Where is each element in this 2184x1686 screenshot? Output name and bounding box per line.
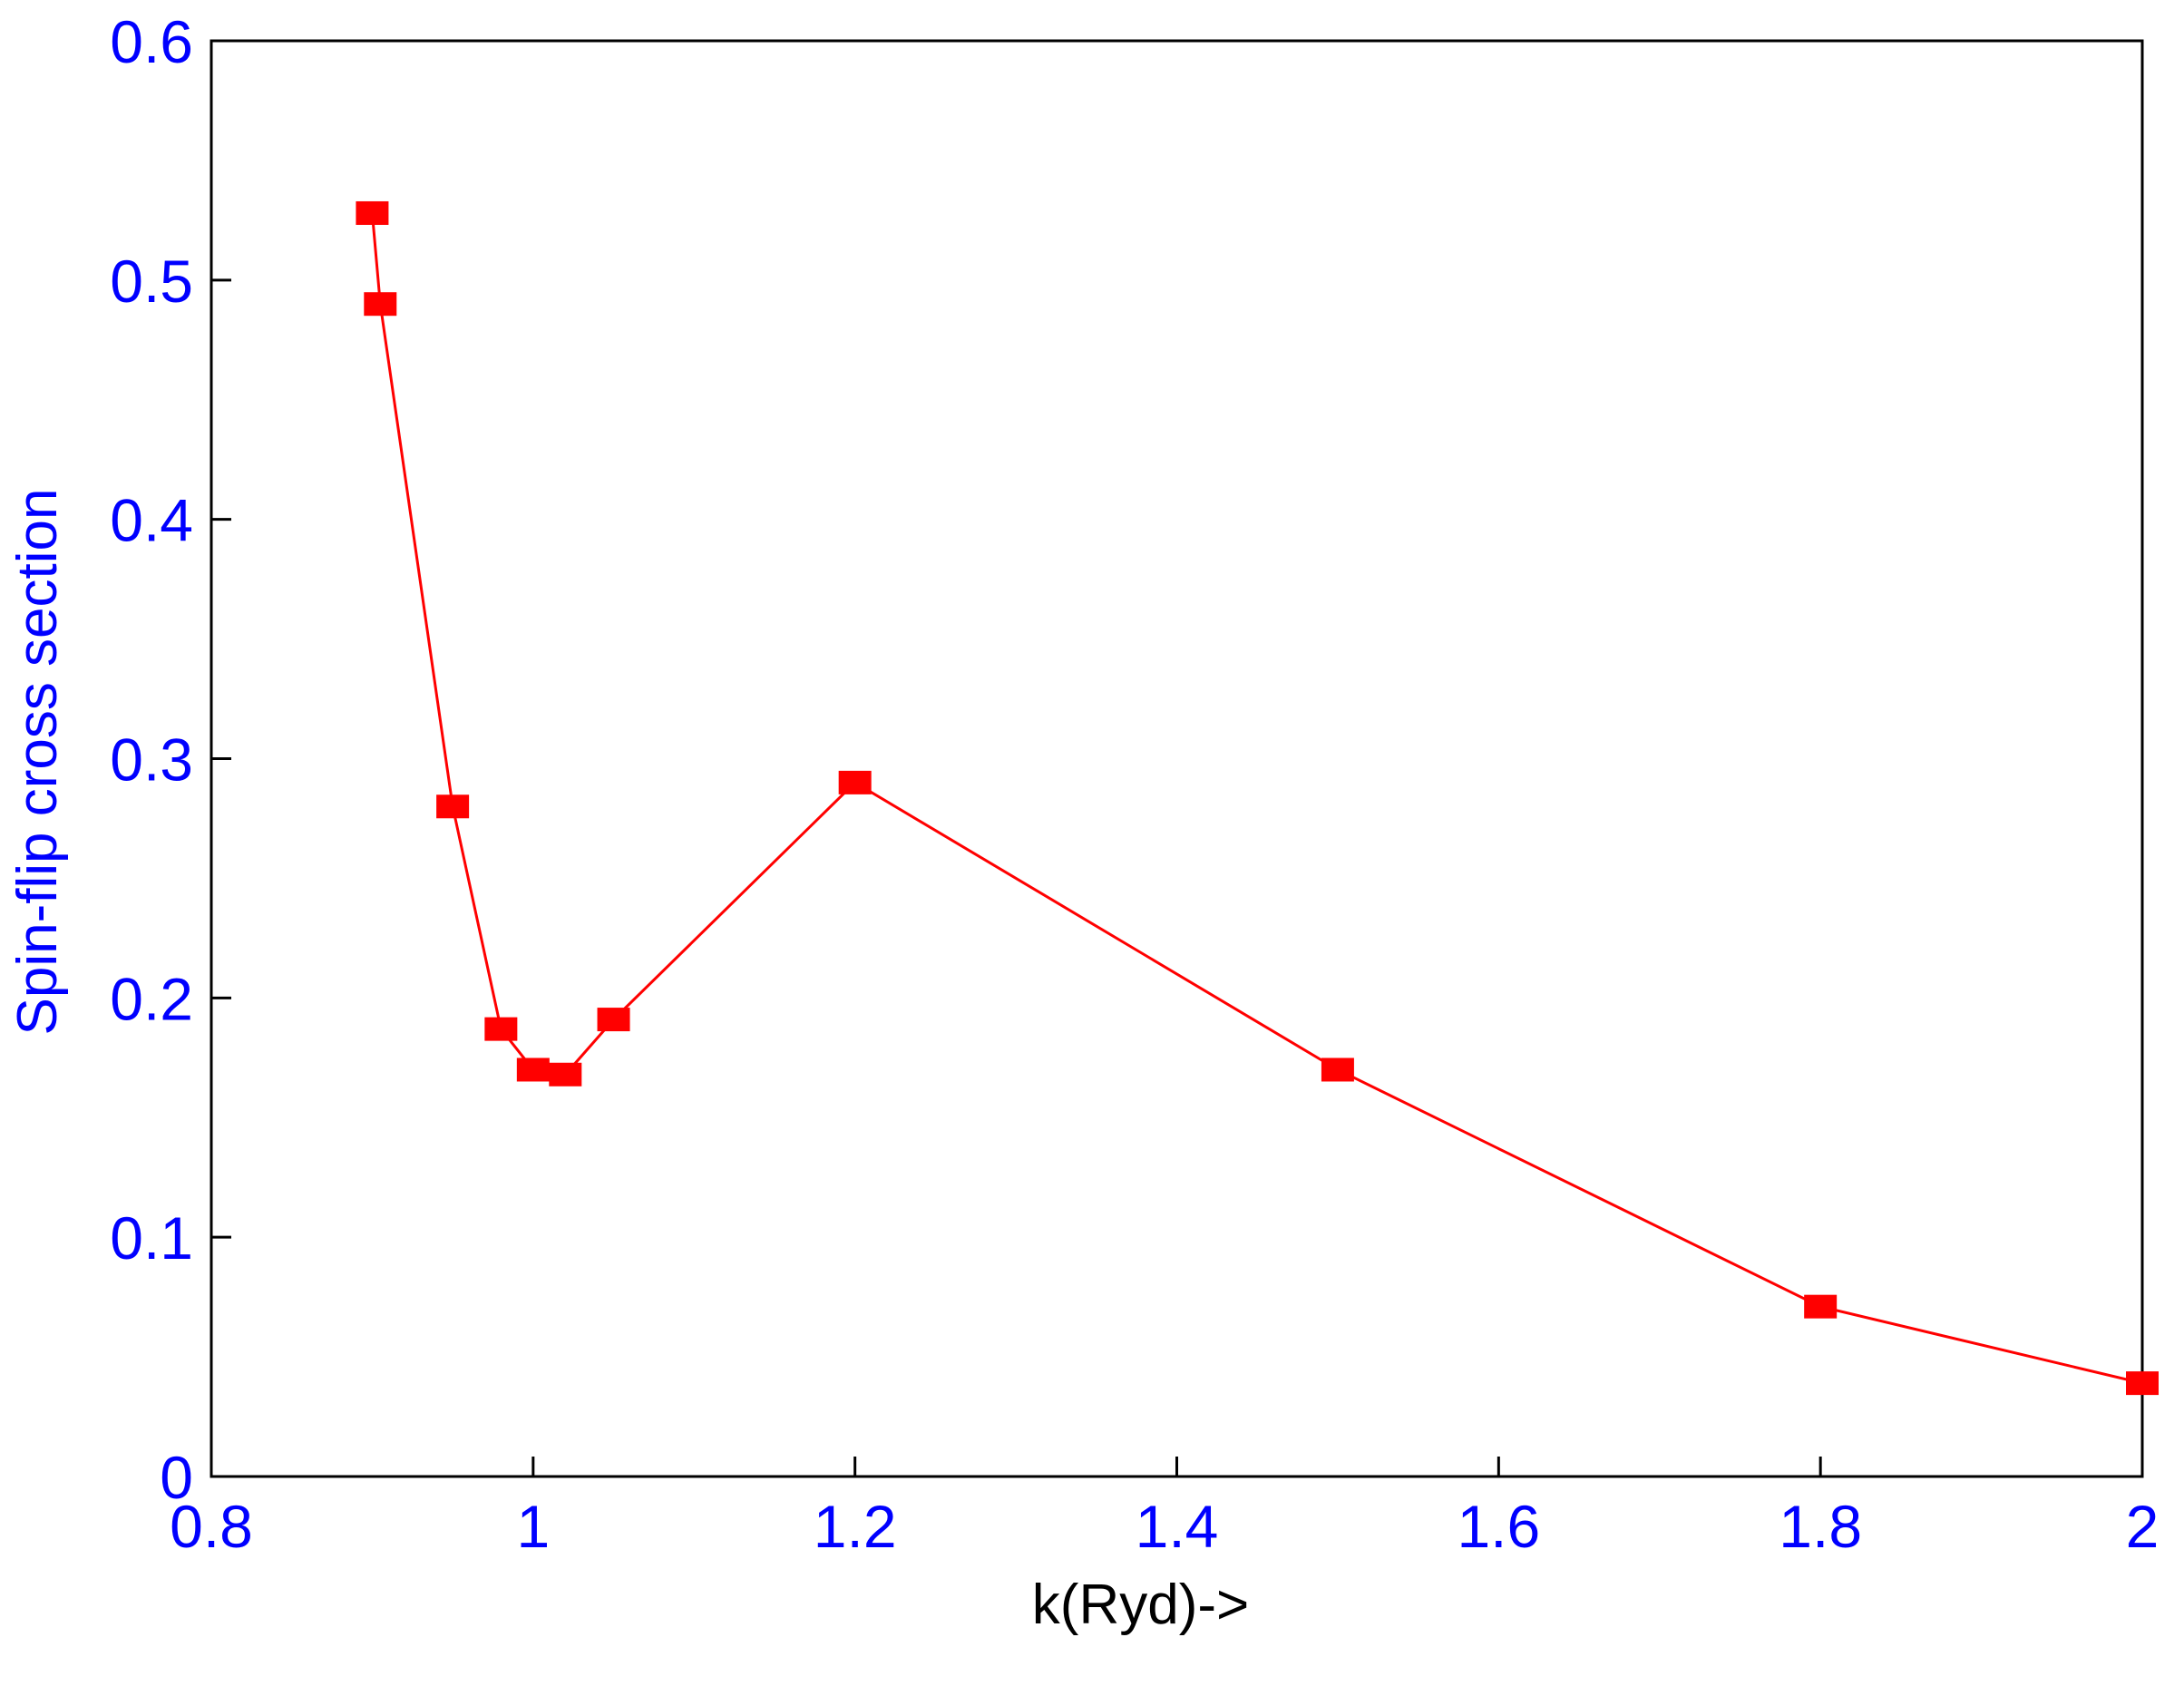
x-axis-title: k(Ryd)-> [1032,1574,1249,1636]
y-tick-label: 0.5 [110,248,193,315]
x-axis: 0.8 1 1.2 1.4 1.6 1.8 2 [170,1457,2159,1560]
x-tick-label: 1.8 [1779,1493,1862,1560]
x-tick-label: 1.4 [1136,1493,1219,1560]
x-tick-label: 2 [2126,1493,2160,1560]
data-point [1804,1294,1838,1319]
y-tick-label: 0.3 [110,726,193,794]
y-axis: 0 0.1 0.2 0.3 0.4 0.5 0.6 [110,8,231,1511]
y-tick-label: 0 [160,1444,193,1511]
data-point [436,794,470,819]
x-tick-label: 0.8 [170,1493,253,1560]
plot-frame [210,39,2144,1478]
y-tick-label: 0.2 [110,965,193,1032]
x-tick-label: 1 [516,1493,550,1560]
data-point [838,770,872,794]
series-line [370,212,2143,1385]
data-point [1321,1057,1354,1082]
data-point [356,200,389,225]
y-tick-label: 0.1 [110,1204,193,1272]
data-point [597,1008,630,1032]
y-tick-label: 0.6 [110,8,193,75]
data-point [549,1062,582,1087]
x-tick-label: 1.6 [1457,1493,1540,1560]
series-layer [356,200,2159,1396]
y-tick-label: 0.4 [110,487,193,554]
data-point [484,1017,518,1041]
data-point [2126,1371,2159,1396]
x-tick-label: 1.2 [814,1493,897,1560]
y-axis-title: Spin-flip cross section [6,488,69,1035]
data-point [364,292,397,317]
data-point [516,1057,550,1082]
